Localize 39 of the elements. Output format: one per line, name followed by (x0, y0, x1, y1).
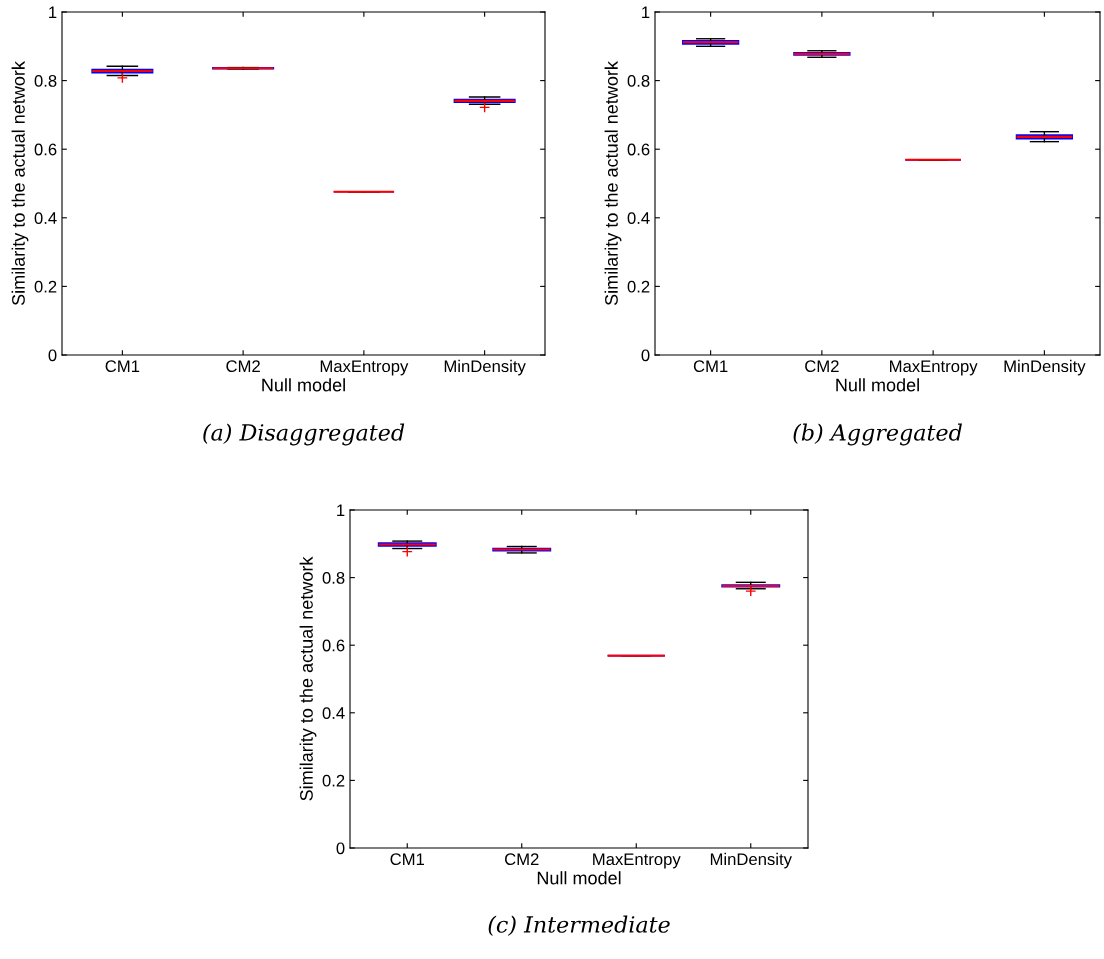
y-tick-label: 0 (48, 349, 57, 362)
x-tick-label: CM1 (105, 360, 140, 373)
y-axis-title: Similarity to the actual network (604, 61, 622, 306)
text: (c) Intermediate (488, 915, 670, 936)
x-tick-label: MaxEntropy (890, 360, 978, 376)
x-tick-label: CM1 (693, 360, 728, 373)
x-tick-label: CM2 (805, 360, 839, 373)
x-tick-label: CM2 (226, 360, 260, 373)
y-tick-label: 1 (642, 6, 650, 19)
y-tick-label: 0.4 (322, 707, 345, 719)
y-tick-label: 0.2 (322, 774, 345, 787)
x-tick-label: MinDensity (1004, 359, 1086, 376)
y-tick-label: 0.4 (627, 212, 650, 224)
y-tick-label: 0.8 (34, 75, 57, 87)
y-tick-label: 0.8 (322, 572, 345, 584)
x-tick-label: CM1 (390, 853, 425, 866)
y-tick-label: 0.8 (627, 75, 650, 87)
y-tick-label: 1 (337, 504, 345, 517)
text: (b) Aggregated (793, 423, 962, 446)
y-axis-title: Similarity to the actual network (11, 61, 29, 306)
x-axis-title: Null model (262, 378, 345, 392)
y-axis-title: Similarity to the actual network (299, 556, 317, 801)
y-tick-label: 0.6 (322, 639, 345, 652)
y-tick-label: 1 (49, 6, 57, 19)
y-tick-label: 0.6 (34, 143, 57, 156)
y-tick-label: 0.2 (34, 280, 57, 293)
y-tick-label: 0 (336, 842, 345, 855)
x-tick-label: CM2 (505, 853, 539, 866)
x-tick-label: MaxEntropy (593, 853, 681, 869)
x-axis-title: Null model (836, 378, 919, 392)
y-tick-label: 0.4 (34, 212, 57, 224)
x-axis-title: Null model (537, 871, 621, 885)
text: (a) Disaggregated (203, 423, 405, 446)
x-tick-label: MinDensity (710, 852, 792, 869)
y-tick-label: 0 (641, 349, 650, 362)
y-tick-label: 0.6 (627, 143, 650, 156)
y-tick-label: 0.2 (627, 280, 650, 293)
x-tick-label: MinDensity (444, 359, 526, 376)
x-tick-label: MaxEntropy (320, 360, 409, 376)
